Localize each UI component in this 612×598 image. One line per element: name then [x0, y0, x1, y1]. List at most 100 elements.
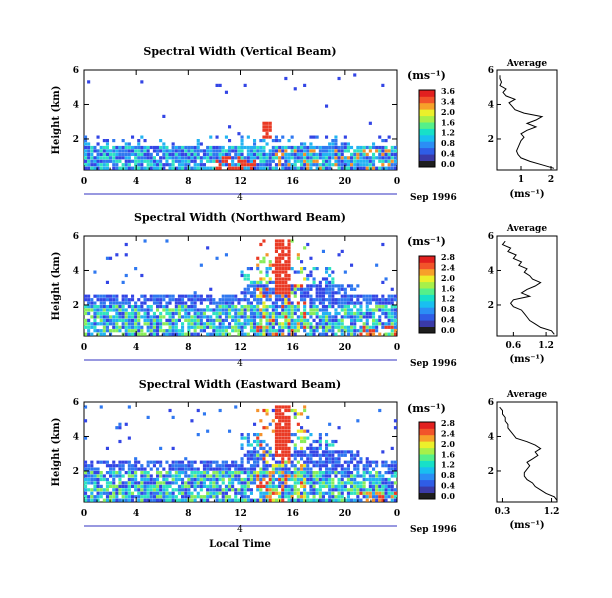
heatmap-cell: [221, 460, 225, 464]
heatmap-cell: [206, 325, 210, 329]
heatmap-cell: [84, 166, 88, 170]
heatmap-cell: [271, 429, 275, 433]
heatmap-cell: [156, 166, 160, 170]
heatmap-cell: [284, 163, 288, 167]
heatmap-cell: [318, 149, 322, 153]
heatmap-cell: [156, 163, 160, 167]
heatmap-cell: [278, 145, 282, 150]
heatmap-cell: [137, 142, 141, 146]
heatmap-cell: [346, 166, 350, 170]
heatmap-cell: [131, 152, 135, 156]
heatmap-cell: [137, 481, 141, 485]
heatmap-cell: [325, 291, 329, 295]
heatmap-cells: [84, 73, 397, 170]
heatmap-cell: [224, 329, 228, 333]
heatmap-cell: [99, 308, 103, 312]
x-tick-label: 16: [286, 509, 299, 519]
heatmap-cell: [290, 474, 294, 478]
avg-profile-line: [499, 406, 558, 501]
heatmap-cell: [271, 481, 275, 485]
heatmap-cell: [177, 308, 181, 312]
heatmap-cell: [268, 471, 272, 475]
heatmap-cell: [296, 422, 300, 426]
heatmap-cell: [346, 305, 350, 309]
heatmap-cell: [262, 484, 266, 488]
heatmap-cell: [300, 471, 304, 475]
colorbar-segment: [419, 492, 435, 500]
heatmap-cell: [237, 481, 241, 485]
heatmap-cell: [131, 159, 135, 163]
heatmap-cell: [134, 322, 138, 326]
heatmap-cell: [243, 277, 247, 281]
heatmap-cell: [393, 308, 397, 312]
heatmap-cell: [340, 322, 344, 326]
heatmap-cell: [256, 145, 260, 150]
heatmap-cell: [240, 311, 244, 316]
heatmap-cell: [212, 495, 216, 499]
heatmap-cell: [159, 159, 163, 163]
heatmap-cell: [259, 481, 263, 485]
heatmap-cell: [253, 149, 257, 153]
heatmap-cell: [99, 305, 103, 309]
heatmap-cell: [228, 498, 232, 502]
heatmap-cell: [337, 464, 341, 468]
heatmap-cell: [134, 457, 138, 461]
heatmap-cell: [234, 152, 238, 156]
heatmap-cell: [243, 484, 247, 488]
heatmap-cell: [350, 481, 354, 485]
heatmap-cell: [243, 308, 247, 312]
units-label: (ms⁻¹): [407, 402, 446, 415]
x-tick-label: 8: [185, 343, 191, 353]
heatmap-cell: [215, 145, 219, 150]
heatmap-cell: [99, 329, 103, 333]
heatmap-cell: [224, 488, 228, 492]
heatmap-cell: [281, 298, 285, 302]
heatmap-cell: [146, 471, 150, 475]
heatmap-cell: [202, 471, 206, 475]
heatmap-cell: [127, 329, 131, 333]
heatmap-cell: [293, 287, 297, 291]
heatmap-cell: [296, 481, 300, 485]
heatmap-cell: [353, 457, 357, 461]
heatmap-cell: [152, 156, 156, 160]
heatmap-cell: [296, 498, 300, 502]
heatmap-cell: [321, 332, 325, 336]
heatmap-cell: [156, 149, 160, 153]
heatmap-cell: [118, 439, 122, 444]
heatmap-cell: [193, 159, 197, 163]
heatmap-cell: [334, 311, 338, 316]
heatmap-cell: [231, 156, 235, 160]
heatmap-cell: [321, 325, 325, 329]
heatmap-cell: [246, 152, 250, 156]
heatmap-cell: [127, 471, 131, 475]
heatmap-cell: [312, 495, 316, 499]
heatmap-cell: [274, 291, 278, 295]
heatmap-cell: [287, 256, 291, 260]
heatmap-cell: [87, 322, 91, 326]
heatmap-cell: [284, 484, 288, 488]
heatmap-cell: [121, 467, 125, 471]
heatmap-cell: [278, 408, 282, 413]
heatmap-cell: [93, 149, 97, 153]
heatmap-cell: [249, 291, 253, 295]
heatmap-cell: [127, 145, 131, 150]
heatmap-cell: [343, 298, 347, 302]
heatmap-cell: [375, 298, 379, 302]
heatmap-cell: [112, 491, 116, 495]
heatmap-cell: [353, 467, 357, 471]
heatmap-cell: [206, 322, 210, 326]
heatmap-cell: [246, 149, 250, 153]
heatmap-cell: [196, 477, 200, 482]
heatmap-cell: [390, 332, 394, 336]
heatmap-cell: [181, 495, 185, 499]
heatmap-cell: [390, 446, 394, 450]
heatmap-cell: [105, 298, 109, 302]
heatmap-cell: [387, 298, 391, 302]
heatmap-cell: [378, 156, 382, 160]
heatmap-cell: [127, 166, 131, 170]
heatmap-cell: [303, 277, 307, 281]
heatmap-cell: [384, 301, 388, 305]
heatmap-cell: [381, 474, 385, 478]
heatmap-cell: [271, 477, 275, 482]
heatmap-cell: [115, 145, 119, 150]
